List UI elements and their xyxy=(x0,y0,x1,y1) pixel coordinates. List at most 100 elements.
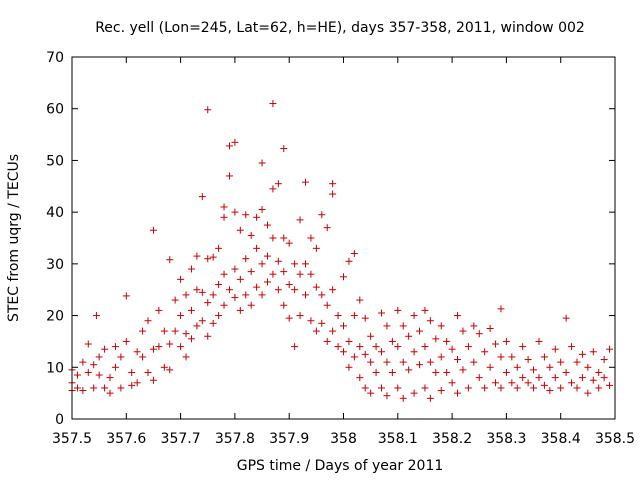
data-point xyxy=(263,221,271,229)
data-point xyxy=(421,343,429,351)
data-point xyxy=(139,353,147,361)
data-point xyxy=(535,337,543,345)
data-point xyxy=(334,312,342,320)
data-point xyxy=(231,293,239,301)
data-point xyxy=(122,337,130,345)
x-tick-label: 358.5 xyxy=(595,431,635,447)
data-point xyxy=(394,384,402,392)
data-point xyxy=(171,327,179,335)
data-point xyxy=(258,159,266,167)
x-tick-label: 358.1 xyxy=(378,431,418,447)
data-point xyxy=(584,389,592,397)
data-point xyxy=(519,374,527,382)
data-point xyxy=(497,353,505,361)
data-point xyxy=(367,389,375,397)
data-point xyxy=(301,178,309,186)
data-point xyxy=(437,353,445,361)
y-tick-label: 10 xyxy=(46,360,64,376)
data-point xyxy=(204,299,212,307)
data-point xyxy=(568,379,576,387)
data-point xyxy=(95,371,103,379)
data-point xyxy=(394,343,402,351)
data-point xyxy=(144,317,152,325)
data-point xyxy=(578,350,586,358)
data-point xyxy=(193,322,201,330)
data-point xyxy=(166,366,174,374)
y-tick-labels: 0 10 20 30 40 50 60 70 xyxy=(46,50,64,428)
data-point xyxy=(79,358,87,366)
data-point xyxy=(356,343,364,351)
data-point xyxy=(502,368,510,376)
data-point xyxy=(280,268,288,276)
data-point xyxy=(383,392,391,400)
data-point xyxy=(378,309,386,317)
data-point xyxy=(508,379,516,387)
data-point xyxy=(388,368,396,376)
data-point xyxy=(573,384,581,392)
data-point xyxy=(274,257,282,265)
data-point xyxy=(486,363,494,371)
data-point xyxy=(171,296,179,304)
data-point xyxy=(399,358,407,366)
data-point xyxy=(530,366,538,374)
data-point xyxy=(198,317,206,325)
data-point xyxy=(367,358,375,366)
data-point xyxy=(318,319,326,327)
data-point xyxy=(573,358,581,366)
x-tick-label: 357.7 xyxy=(161,431,201,447)
data-point xyxy=(405,332,413,340)
data-point xyxy=(546,363,554,371)
data-point xyxy=(345,363,353,371)
data-point xyxy=(84,368,92,376)
data-point xyxy=(486,325,494,332)
data-point xyxy=(225,286,233,294)
data-point xyxy=(606,345,614,353)
y-axis-label: STEC from uqrg / TECUs xyxy=(6,154,22,322)
data-point xyxy=(448,379,456,387)
data-point xyxy=(187,335,195,343)
data-point xyxy=(334,343,342,351)
y-tick-label: 50 xyxy=(46,153,64,169)
data-point xyxy=(410,389,418,397)
data-point xyxy=(345,257,353,265)
data-point xyxy=(269,270,277,278)
data-point xyxy=(220,270,228,278)
data-point xyxy=(589,376,597,384)
data-point xyxy=(90,384,98,392)
data-point xyxy=(475,374,483,382)
data-point xyxy=(220,301,228,309)
data-point xyxy=(101,345,109,353)
data-point xyxy=(345,337,353,345)
data-point xyxy=(187,306,195,314)
data-point xyxy=(198,193,206,201)
data-point xyxy=(177,312,185,320)
data-point xyxy=(144,368,152,376)
data-point xyxy=(595,384,603,392)
plot-frame xyxy=(71,56,616,420)
data-point xyxy=(416,361,424,369)
data-point xyxy=(247,301,255,309)
data-point xyxy=(578,374,586,382)
data-point xyxy=(551,374,559,382)
data-point xyxy=(350,250,358,258)
data-point xyxy=(323,224,331,232)
data-point xyxy=(291,260,299,268)
data-point xyxy=(557,358,565,366)
data-point xyxy=(394,306,402,314)
y-tick-label: 30 xyxy=(46,257,64,273)
data-point xyxy=(220,213,228,221)
data-point xyxy=(177,343,185,351)
data-points xyxy=(68,100,614,402)
data-point xyxy=(92,312,100,320)
data-point xyxy=(459,366,467,374)
data-point xyxy=(301,260,309,268)
data-point xyxy=(378,384,386,392)
x-tick-label: 357.9 xyxy=(269,431,309,447)
data-point xyxy=(606,381,614,389)
x-tick-label: 357.5 xyxy=(52,431,92,447)
data-point xyxy=(73,384,81,392)
data-point xyxy=(285,314,293,322)
data-point xyxy=(600,356,608,364)
data-point xyxy=(470,358,478,366)
data-point xyxy=(307,234,315,242)
